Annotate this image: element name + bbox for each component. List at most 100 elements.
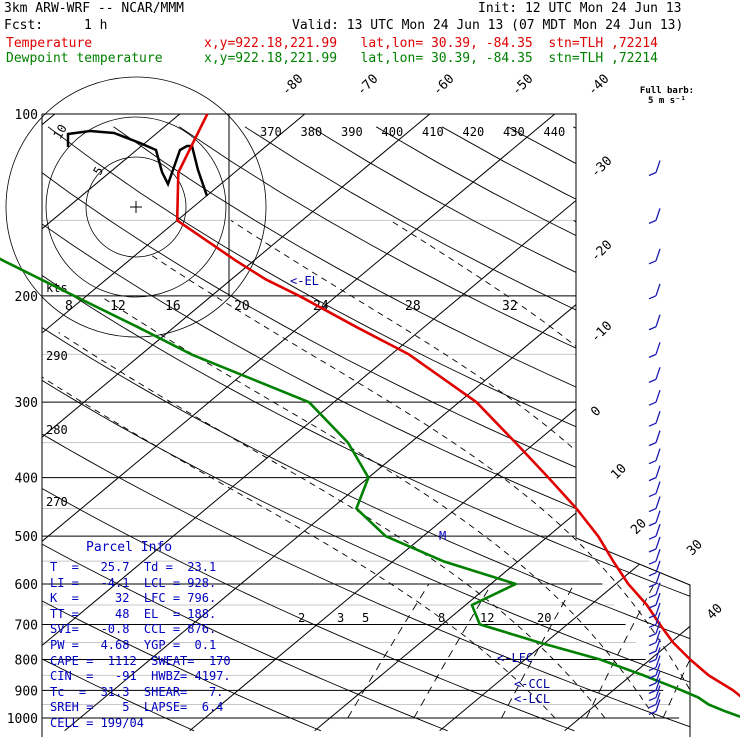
theta-e-label: 380 xyxy=(301,125,323,139)
isotherm-label: -80 xyxy=(279,72,306,99)
wind-barb xyxy=(655,430,661,443)
pressure-label: 300 xyxy=(15,396,38,411)
pressure-label: 800 xyxy=(15,653,38,668)
isotherm-line xyxy=(439,114,690,732)
forecast-hour: 1 h xyxy=(84,18,108,33)
wind-barb xyxy=(655,692,661,705)
dry-adiabat-line xyxy=(42,126,690,732)
parcel-row: PW = 4.68 YGP = 0.1 xyxy=(50,638,217,652)
wind-barb-flag xyxy=(648,666,657,672)
theta-e-label: 390 xyxy=(341,125,363,139)
hodograph-ring xyxy=(45,116,227,298)
dry-adiabat-line xyxy=(42,126,690,732)
hodograph-speed-label: 28 xyxy=(405,299,421,314)
wind-barb-flag xyxy=(648,492,657,498)
wind-barb-flag xyxy=(648,522,657,527)
wind-barb-flag xyxy=(648,422,657,427)
moist-adiabat-grid xyxy=(42,220,690,719)
wind-barb xyxy=(655,481,661,494)
dewpoint-legend-info: x,y=922.18,221.99 lat,lon= 30.39, -84.35… xyxy=(204,51,658,66)
pressure-label: 500 xyxy=(15,530,38,545)
barb-legend: Full barb: 5 m s⁻¹ xyxy=(632,86,702,106)
parcel-level-annotations: <-EL <-LFC <-CCL<-LCL M xyxy=(290,274,550,706)
wind-barb-flag xyxy=(648,295,657,300)
sounding-profiles xyxy=(0,113,740,719)
dewpoint-legend-label: Dewpoint temperature xyxy=(6,51,163,66)
wind-barb xyxy=(655,612,661,625)
moist-adiabat-line xyxy=(390,220,690,719)
moist-adiabat-line xyxy=(58,332,606,719)
parcel-info-panel: Parcel Info T = 25.7 Td = 23.1 LI = -4.1… xyxy=(46,540,231,730)
theta-e-label: 400 xyxy=(382,125,404,139)
isotherm-label: 20 xyxy=(628,516,650,538)
theta-e-label: 430 xyxy=(503,125,525,139)
model-title: 3km ARW-WRF -- NCAR/MMM xyxy=(4,1,185,16)
annotation-label: <-LCL xyxy=(514,692,550,706)
dry-adiabat-line xyxy=(42,126,575,732)
theta-e-label: 410 xyxy=(422,125,444,139)
frame-line xyxy=(42,113,691,737)
dry-adiabat-line xyxy=(42,126,690,732)
wind-barb xyxy=(655,548,661,562)
pressure-label: 900 xyxy=(15,684,38,699)
parcel-row: SVI= -0.8 CCL = 876. xyxy=(50,622,217,637)
hodograph-speed-label: 20 xyxy=(234,299,250,314)
mixing-ratio-labels: 2 3 5 8 12 20 xyxy=(298,611,551,625)
wind-barb xyxy=(655,465,661,478)
dry-adiabat-line xyxy=(705,127,740,731)
parcel-row: CIN = -91 HWBZ= 4197. xyxy=(50,669,231,684)
wind-barb-flag xyxy=(648,583,657,588)
theta-e-label: 440 xyxy=(544,125,566,139)
mixing-ratio-label: 5 xyxy=(362,611,369,625)
dry-adiabat-line xyxy=(42,126,195,732)
dry-adiabat-line xyxy=(507,126,690,732)
mixing-ratio-line xyxy=(501,583,575,719)
wind-barb-flag xyxy=(648,703,657,709)
wind-barb xyxy=(655,342,661,355)
parcel-row: T = 25.7 Td = 23.1 xyxy=(50,560,217,574)
isotherm-label: 40 xyxy=(704,601,726,623)
wind-barb xyxy=(655,410,661,424)
mixing-ratio-line xyxy=(413,583,492,719)
isotherm-line xyxy=(42,114,214,732)
dry-adiabat-label: 270 xyxy=(46,495,68,509)
parcel-row: CELL = 199/04 xyxy=(50,716,144,730)
wind-barb-flag xyxy=(648,650,657,655)
pressure-label: 1000 xyxy=(7,712,38,727)
mixing-ratio-label: 3 xyxy=(337,611,344,625)
dry-adiabat-line xyxy=(42,126,322,732)
dry-adiabat-line xyxy=(310,126,690,732)
wind-barb xyxy=(655,496,661,509)
wind-barb xyxy=(655,367,661,380)
mixing-ratio-label: 20 xyxy=(537,611,551,625)
wind-barb xyxy=(655,621,661,634)
isotherm-label: 0 xyxy=(588,404,604,420)
hodograph-ring-label: 5 xyxy=(90,164,106,177)
theta-e-label: 370 xyxy=(260,125,282,139)
isotherm-label: -60 xyxy=(430,72,457,99)
wind-barb-flag xyxy=(648,633,657,638)
mixing-ratio-label: 8 xyxy=(438,611,445,625)
wind-barb-flag xyxy=(648,171,657,177)
wind-barb xyxy=(655,638,661,652)
parcel-row: Tc = 31.3 SHEAR= 7. xyxy=(50,684,224,699)
temperature-legend-info: x,y=922.18,221.99 lat,lon= 30.39, -84.35… xyxy=(204,36,658,51)
wind-barb xyxy=(655,647,661,660)
isotherm-label: 30 xyxy=(684,537,706,559)
isotherm-label: 10 xyxy=(608,461,630,483)
isotherm-line xyxy=(189,114,690,732)
mixing-ratio-grid xyxy=(347,583,690,719)
parcel-info-title: Parcel Info xyxy=(86,540,173,555)
pressure-label: 100 xyxy=(15,108,38,123)
wind-barb xyxy=(655,160,661,173)
wind-barb xyxy=(655,571,661,585)
forecast-label: Fcst: xyxy=(4,18,44,33)
wind-barb xyxy=(655,699,661,712)
wind-barb xyxy=(655,685,661,698)
mixing-ratio-line xyxy=(347,583,430,719)
isotherm-label: -40 xyxy=(585,72,612,99)
wind-barb xyxy=(655,670,661,684)
wind-barb xyxy=(655,592,661,606)
wind-barb xyxy=(655,510,661,523)
wind-barb-flag xyxy=(648,658,657,664)
